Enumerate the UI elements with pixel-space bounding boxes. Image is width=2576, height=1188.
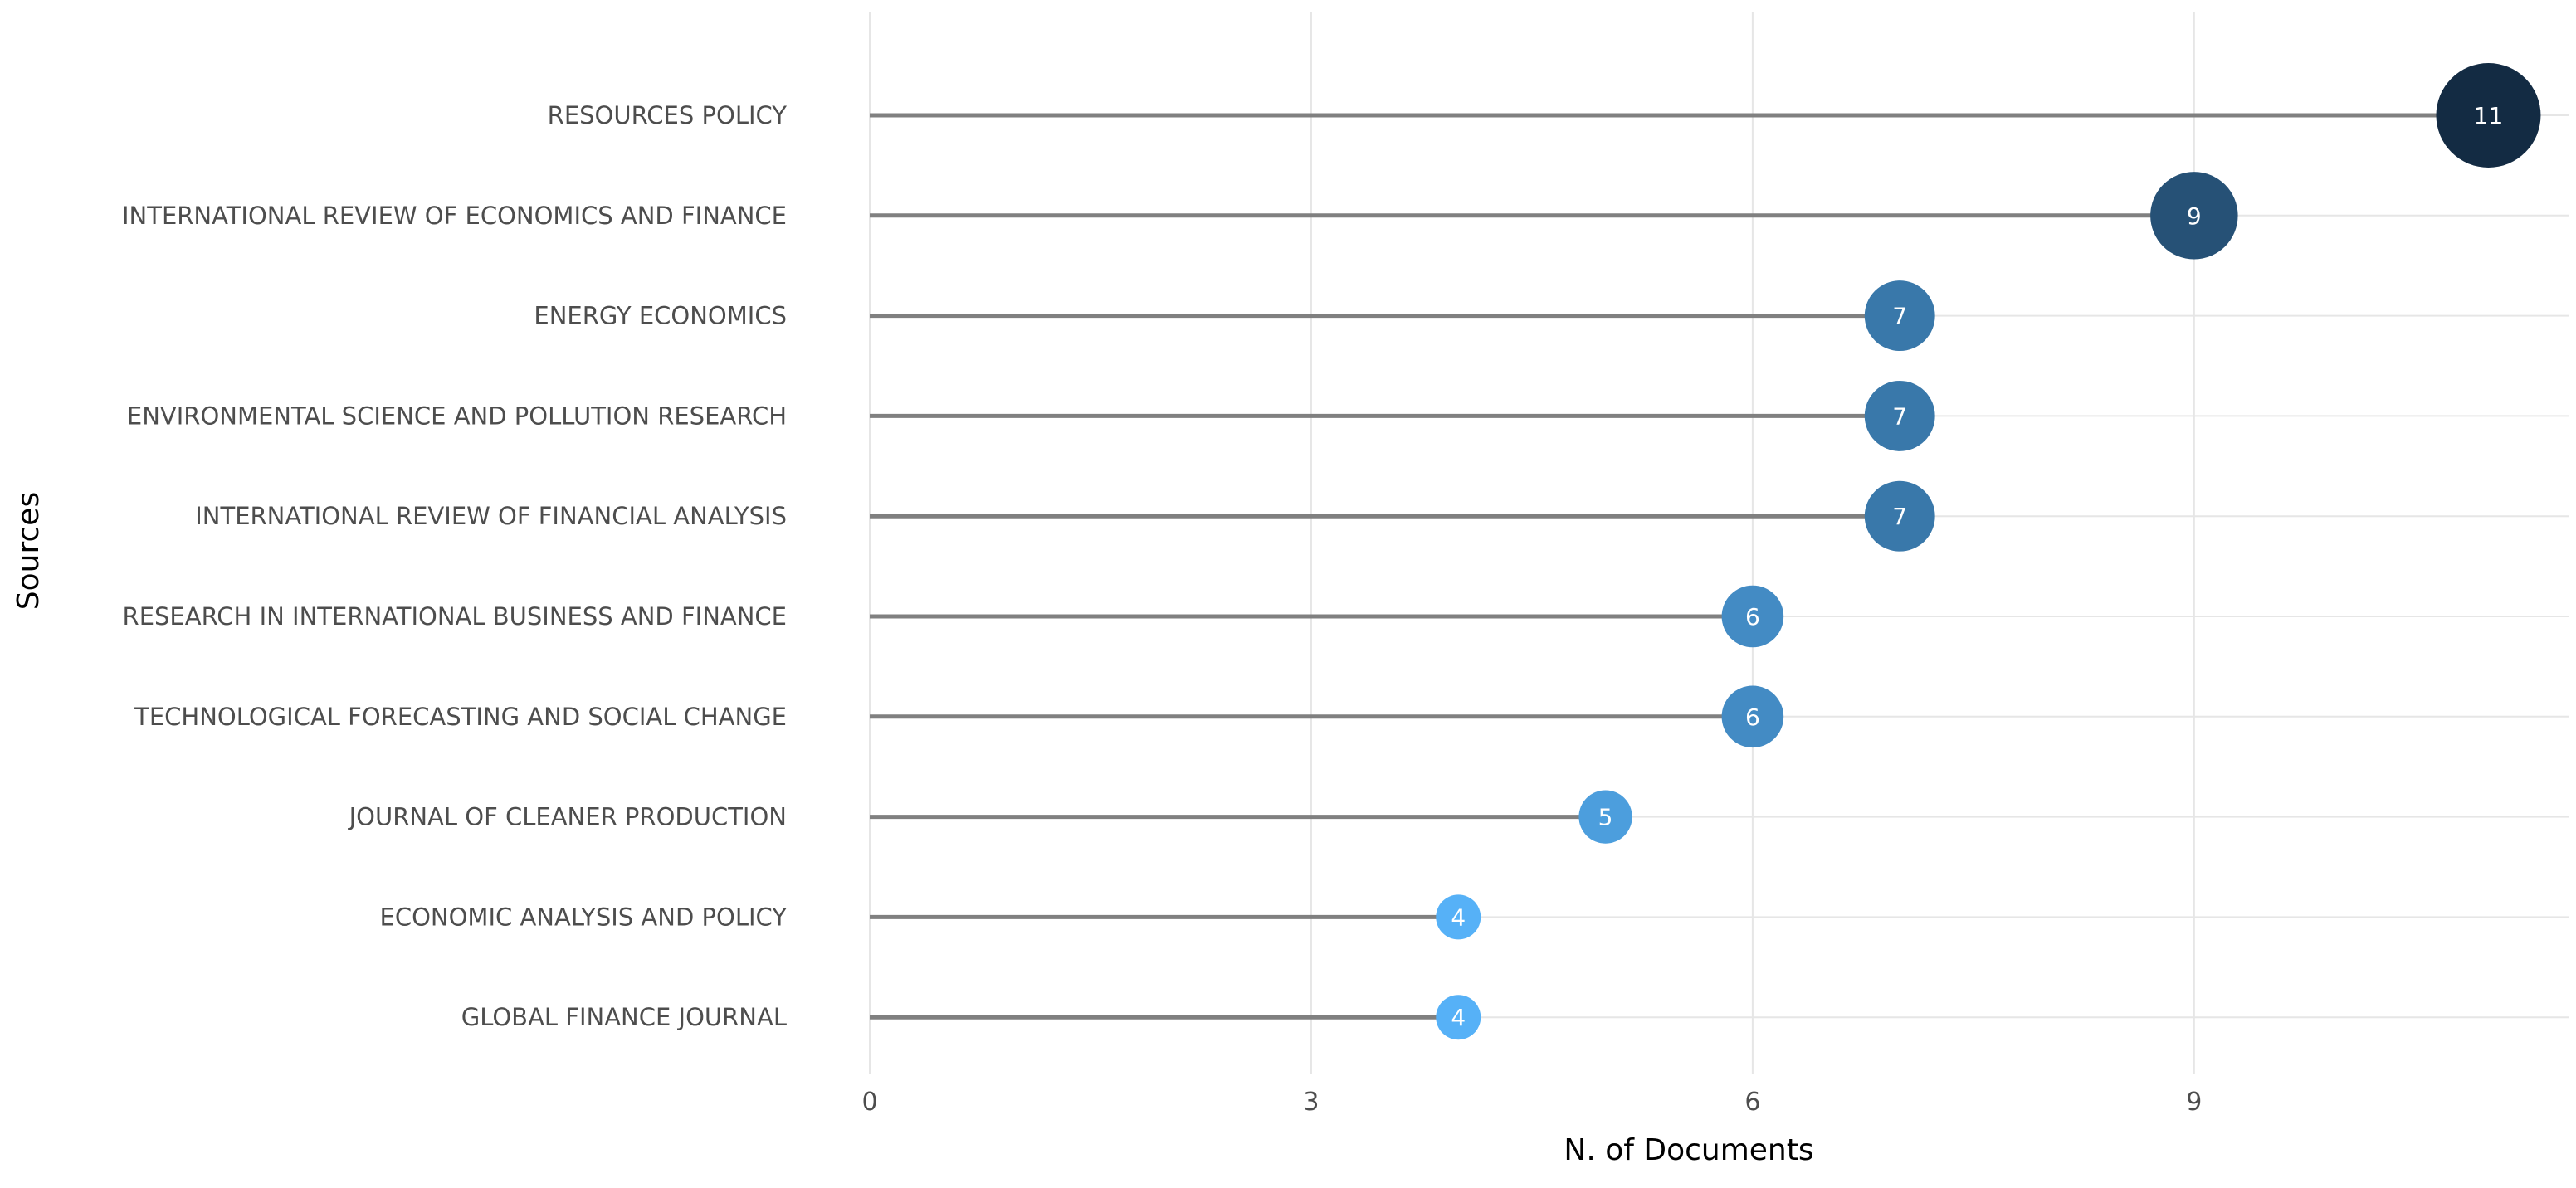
category-label: INTERNATIONAL REVIEW OF FINANCIAL ANALYS… — [195, 502, 787, 530]
data-label: 5 — [1598, 804, 1613, 831]
data-label: 6 — [1745, 704, 1760, 731]
data-label: 9 — [2187, 202, 2202, 230]
x-tick-label: 9 — [2186, 1088, 2202, 1117]
y-axis-title: Sources — [12, 492, 46, 610]
x-tick-label: 3 — [1303, 1088, 1319, 1117]
x-tick-label: 0 — [861, 1088, 877, 1117]
category-label-layer: RESOURCES POLICY INTERNATIONAL REVIEW OF … — [122, 101, 787, 1031]
lollipop-point — [1721, 585, 1784, 648]
point-layer: 11 9 7 7 7 6 6 5 4 4 — [1436, 63, 2541, 1040]
category-label: ECONOMIC ANALYSIS AND POLICY — [380, 903, 788, 931]
category-label: RESEARCH IN INTERNATIONAL BUSINESS AND F… — [123, 602, 787, 631]
category-label: GLOBAL FINANCE JOURNAL — [461, 1003, 787, 1031]
x-axis-title: N. of Documents — [1564, 1133, 1813, 1167]
data-label: 7 — [1892, 402, 1907, 430]
stem-layer — [870, 113, 2489, 1020]
category-label: RESOURCES POLICY — [548, 101, 788, 129]
lollipop-point — [1864, 380, 1935, 451]
data-label: 7 — [1892, 303, 1907, 330]
lollipop-point — [1864, 480, 1935, 552]
data-label: 7 — [1892, 503, 1907, 530]
data-label: 4 — [1451, 903, 1466, 931]
lollipop-point — [1864, 280, 1935, 352]
category-label: TECHNOLOGICAL FORECASTING AND SOCIAL CHA… — [134, 703, 787, 731]
lollipop-point — [1436, 894, 1481, 940]
category-label: ENERGY ECONOMICS — [534, 302, 787, 330]
category-label: INTERNATIONAL REVIEW OF ECONOMICS AND FI… — [122, 202, 787, 230]
lollipop-point — [2436, 63, 2541, 168]
lollipop-point — [1721, 685, 1784, 748]
lollipop-point — [1578, 790, 1632, 844]
category-label: JOURNAL OF CLEANER PRODUCTION — [348, 803, 787, 831]
grid-layer — [869, 12, 2569, 1074]
category-label: ENVIRONMENTAL SCIENCE AND POLLUTION RESE… — [127, 402, 787, 430]
x-tick-layer: 0 3 6 9 — [861, 1088, 2202, 1117]
x-tick-label: 6 — [1744, 1088, 1760, 1117]
data-label: 11 — [2474, 102, 2504, 129]
lollipop-point — [2150, 172, 2238, 260]
data-label: 6 — [1745, 603, 1760, 631]
lollipop-point — [1436, 995, 1481, 1040]
data-label: 4 — [1451, 1004, 1466, 1031]
